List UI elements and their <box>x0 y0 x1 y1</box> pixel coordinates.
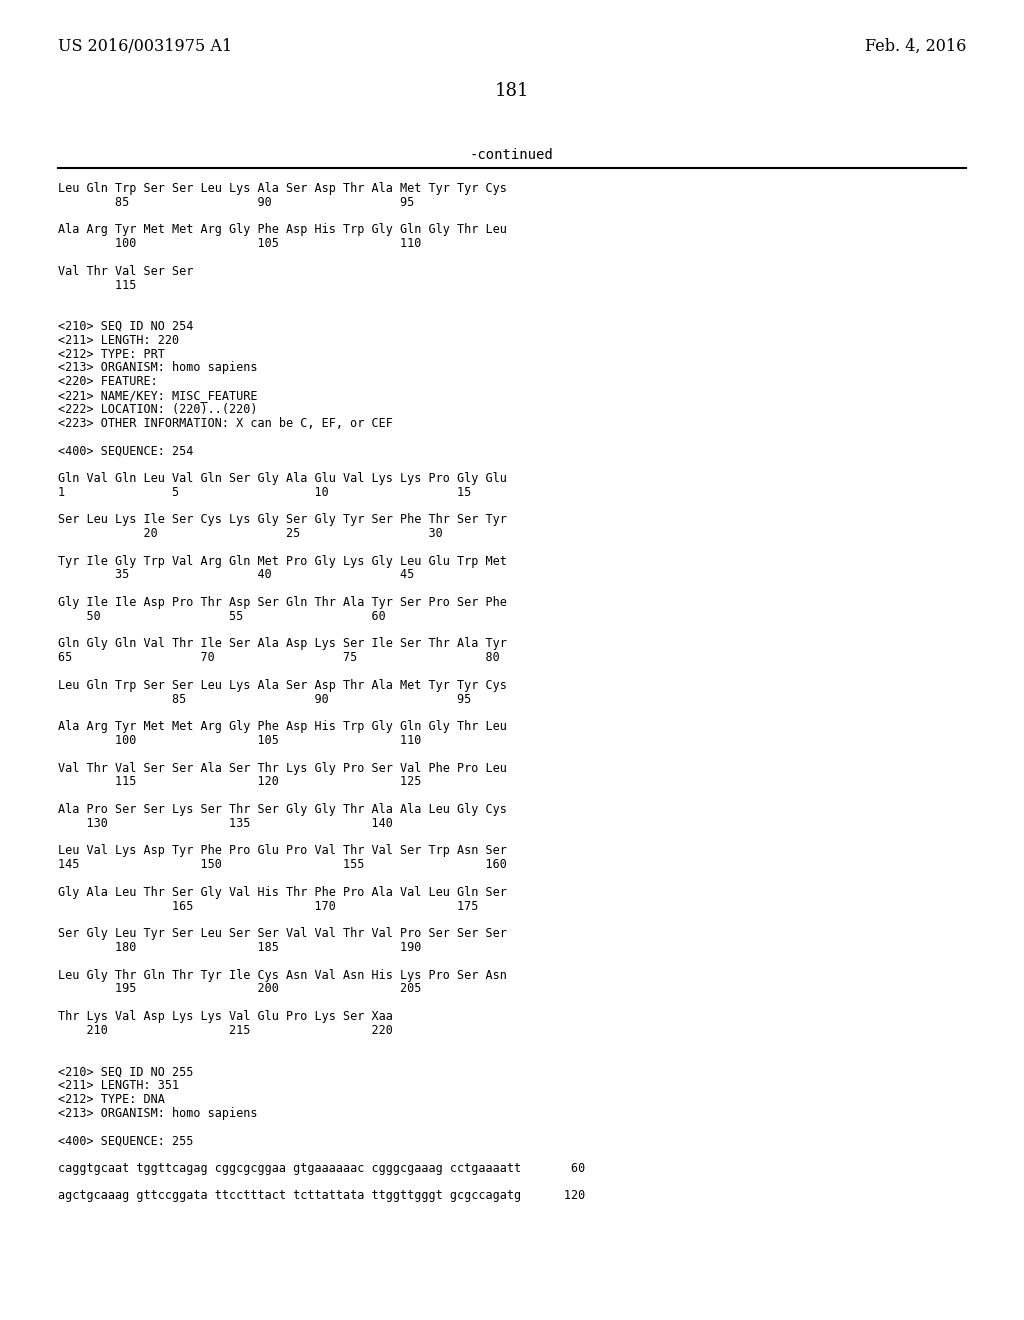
Text: 35                  40                  45: 35 40 45 <box>58 569 415 581</box>
Text: 20                  25                  30: 20 25 30 <box>58 527 442 540</box>
Text: 181: 181 <box>495 82 529 100</box>
Text: Gly Ile Ile Asp Pro Thr Asp Ser Gln Thr Ala Tyr Ser Pro Ser Phe: Gly Ile Ile Asp Pro Thr Asp Ser Gln Thr … <box>58 597 507 609</box>
Text: Gly Ala Leu Thr Ser Gly Val His Thr Phe Pro Ala Val Leu Gln Ser: Gly Ala Leu Thr Ser Gly Val His Thr Phe … <box>58 886 507 899</box>
Text: Leu Gly Thr Gln Thr Tyr Ile Cys Asn Val Asn His Lys Pro Ser Asn: Leu Gly Thr Gln Thr Tyr Ile Cys Asn Val … <box>58 969 507 982</box>
Text: Ala Arg Tyr Met Met Arg Gly Phe Asp His Trp Gly Gln Gly Thr Leu: Ala Arg Tyr Met Met Arg Gly Phe Asp His … <box>58 223 507 236</box>
Text: <211> LENGTH: 220: <211> LENGTH: 220 <box>58 334 179 347</box>
Text: <213> ORGANISM: homo sapiens: <213> ORGANISM: homo sapiens <box>58 362 257 375</box>
Text: Gln Gly Gln Val Thr Ile Ser Ala Asp Lys Ser Ile Ser Thr Ala Tyr: Gln Gly Gln Val Thr Ile Ser Ala Asp Lys … <box>58 638 507 651</box>
Text: 85                  90                  95: 85 90 95 <box>58 693 471 706</box>
Text: 100                 105                 110: 100 105 110 <box>58 734 421 747</box>
Text: 100                 105                 110: 100 105 110 <box>58 238 421 251</box>
Text: 1               5                   10                  15: 1 5 10 15 <box>58 486 471 499</box>
Text: 115: 115 <box>58 279 136 292</box>
Text: 85                  90                  95: 85 90 95 <box>58 195 415 209</box>
Text: Tyr Ile Gly Trp Val Arg Gln Met Pro Gly Lys Gly Leu Glu Trp Met: Tyr Ile Gly Trp Val Arg Gln Met Pro Gly … <box>58 554 507 568</box>
Text: Ala Pro Ser Ser Lys Ser Thr Ser Gly Gly Thr Ala Ala Leu Gly Cys: Ala Pro Ser Ser Lys Ser Thr Ser Gly Gly … <box>58 803 507 816</box>
Text: caggtgcaat tggttcagag cggcgcggaa gtgaaaaaac cgggcgaaag cctgaaaatt       60: caggtgcaat tggttcagag cggcgcggaa gtgaaaa… <box>58 1162 586 1175</box>
Text: <212> TYPE: DNA: <212> TYPE: DNA <box>58 1093 165 1106</box>
Text: <211> LENGTH: 351: <211> LENGTH: 351 <box>58 1078 179 1092</box>
Text: 115                 120                 125: 115 120 125 <box>58 775 421 788</box>
Text: <400> SEQUENCE: 255: <400> SEQUENCE: 255 <box>58 1134 194 1147</box>
Text: Val Thr Val Ser Ser Ala Ser Thr Lys Gly Pro Ser Val Phe Pro Leu: Val Thr Val Ser Ser Ala Ser Thr Lys Gly … <box>58 762 507 775</box>
Text: Leu Val Lys Asp Tyr Phe Pro Glu Pro Val Thr Val Ser Trp Asn Ser: Leu Val Lys Asp Tyr Phe Pro Glu Pro Val … <box>58 845 507 858</box>
Text: Val Thr Val Ser Ser: Val Thr Val Ser Ser <box>58 265 194 277</box>
Text: 130                 135                 140: 130 135 140 <box>58 817 393 830</box>
Text: 180                 185                 190: 180 185 190 <box>58 941 421 954</box>
Text: 210                 215                 220: 210 215 220 <box>58 1024 393 1036</box>
Text: -continued: -continued <box>470 148 554 162</box>
Text: Thr Lys Val Asp Lys Lys Val Glu Pro Lys Ser Xaa: Thr Lys Val Asp Lys Lys Val Glu Pro Lys … <box>58 1010 393 1023</box>
Text: <222> LOCATION: (220)..(220): <222> LOCATION: (220)..(220) <box>58 403 257 416</box>
Text: <223> OTHER INFORMATION: X can be C, EF, or CEF: <223> OTHER INFORMATION: X can be C, EF,… <box>58 417 393 429</box>
Text: 165                 170                 175: 165 170 175 <box>58 900 478 912</box>
Text: <210> SEQ ID NO 254: <210> SEQ ID NO 254 <box>58 319 194 333</box>
Text: 65                  70                  75                  80: 65 70 75 80 <box>58 651 500 664</box>
Text: <212> TYPE: PRT: <212> TYPE: PRT <box>58 347 165 360</box>
Text: <220> FEATURE:: <220> FEATURE: <box>58 375 158 388</box>
Text: Gln Val Gln Leu Val Gln Ser Gly Ala Glu Val Lys Lys Pro Gly Glu: Gln Val Gln Leu Val Gln Ser Gly Ala Glu … <box>58 471 507 484</box>
Text: US 2016/0031975 A1: US 2016/0031975 A1 <box>58 38 232 55</box>
Text: <221> NAME/KEY: MISC_FEATURE: <221> NAME/KEY: MISC_FEATURE <box>58 389 257 403</box>
Text: Ala Arg Tyr Met Met Arg Gly Phe Asp His Trp Gly Gln Gly Thr Leu: Ala Arg Tyr Met Met Arg Gly Phe Asp His … <box>58 721 507 733</box>
Text: <213> ORGANISM: homo sapiens: <213> ORGANISM: homo sapiens <box>58 1106 257 1119</box>
Text: Feb. 4, 2016: Feb. 4, 2016 <box>864 38 966 55</box>
Text: Ser Leu Lys Ile Ser Cys Lys Gly Ser Gly Tyr Ser Phe Thr Ser Tyr: Ser Leu Lys Ile Ser Cys Lys Gly Ser Gly … <box>58 513 507 527</box>
Text: 195                 200                 205: 195 200 205 <box>58 982 421 995</box>
Text: Leu Gln Trp Ser Ser Leu Lys Ala Ser Asp Thr Ala Met Tyr Tyr Cys: Leu Gln Trp Ser Ser Leu Lys Ala Ser Asp … <box>58 182 507 195</box>
Text: 50                  55                  60: 50 55 60 <box>58 610 386 623</box>
Text: <400> SEQUENCE: 254: <400> SEQUENCE: 254 <box>58 445 194 457</box>
Text: agctgcaaag gttccggata ttcctttact tcttattata ttggttgggt gcgccagatg      120: agctgcaaag gttccggata ttcctttact tcttatt… <box>58 1189 586 1203</box>
Text: <210> SEQ ID NO 255: <210> SEQ ID NO 255 <box>58 1065 194 1078</box>
Text: Leu Gln Trp Ser Ser Leu Lys Ala Ser Asp Thr Ala Met Tyr Tyr Cys: Leu Gln Trp Ser Ser Leu Lys Ala Ser Asp … <box>58 678 507 692</box>
Text: 145                 150                 155                 160: 145 150 155 160 <box>58 858 507 871</box>
Text: Ser Gly Leu Tyr Ser Leu Ser Ser Val Val Thr Val Pro Ser Ser Ser: Ser Gly Leu Tyr Ser Leu Ser Ser Val Val … <box>58 927 507 940</box>
